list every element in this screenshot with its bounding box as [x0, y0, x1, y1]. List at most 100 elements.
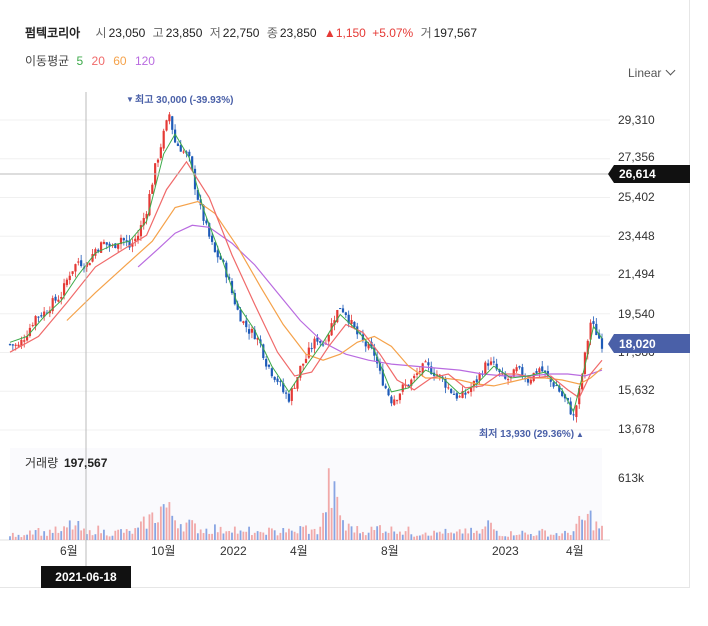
candle-body [77, 261, 80, 263]
volume-bar [495, 530, 498, 540]
volume-label: 거 [420, 26, 432, 40]
volume-bar [188, 519, 191, 540]
volume-bar [236, 533, 239, 540]
candle-body [17, 344, 20, 347]
volume-bar [561, 533, 564, 540]
volume-bar [239, 530, 242, 540]
volume-bar [322, 512, 324, 540]
volume-bar [71, 529, 74, 540]
candle-body [484, 362, 487, 375]
volume-bar [162, 504, 165, 540]
volume-bar [356, 526, 359, 540]
candle-body [88, 262, 91, 266]
volume-bar [552, 534, 555, 540]
candle-body [31, 325, 34, 327]
ma-60-label: 60 [113, 54, 127, 68]
volume-bar [515, 535, 518, 540]
volume-bar [31, 534, 34, 540]
candle-body [14, 344, 17, 346]
volume-bar [262, 532, 265, 540]
volume-bar [325, 512, 327, 540]
candle-body [205, 220, 208, 224]
low-value: 22,750 [222, 26, 260, 40]
volume-bars [9, 468, 603, 540]
candle-body [589, 322, 592, 340]
candle-body [538, 368, 541, 373]
candle-body [97, 249, 100, 252]
candle-body [236, 303, 239, 310]
volume-bar [177, 528, 179, 540]
volume-bar [353, 532, 356, 540]
volume-bar [467, 533, 470, 540]
volume-bar [29, 530, 31, 540]
candle-body [293, 387, 296, 389]
volume-bar [54, 526, 57, 540]
candle-body [159, 147, 162, 159]
close-label: 종 [266, 26, 278, 40]
volume-bar [91, 535, 94, 540]
volume-bar [103, 529, 105, 540]
candle-body [282, 383, 285, 393]
candle-body [216, 250, 219, 258]
volume-bar [282, 528, 285, 540]
candle-body [40, 315, 43, 317]
volume-bar [436, 532, 438, 540]
moving-average-legend[interactable]: 이동평균 5 20 60 120 [25, 52, 160, 69]
candle-body [202, 204, 205, 221]
volume-bar [85, 534, 88, 540]
volume-bar [14, 536, 17, 540]
volume-bar [256, 531, 259, 540]
x-tick-label: 10월 [151, 544, 175, 558]
volume-bar [418, 535, 421, 540]
volume-bar [305, 525, 307, 540]
candle-body [415, 373, 419, 375]
volume-bar [259, 531, 262, 540]
volume-bar [339, 515, 342, 540]
volume-bar [541, 528, 544, 540]
candle-body [208, 223, 211, 237]
volume-bar [242, 531, 245, 540]
candle-body [586, 340, 589, 355]
candle-body [566, 397, 569, 401]
volume-bar [128, 530, 131, 540]
candle-body [495, 363, 498, 370]
low-label: 저 [209, 26, 221, 40]
candle-body [336, 310, 339, 323]
scale-dropdown[interactable]: Linear [628, 65, 676, 80]
candle-body [267, 364, 271, 367]
volume-bar [470, 527, 472, 540]
volume-bar [501, 536, 504, 540]
candle-body [600, 338, 604, 349]
candle-body [455, 393, 458, 399]
y-tick-label: 15,632 [618, 383, 655, 397]
volume-bar [60, 531, 63, 540]
volume-bar [381, 533, 384, 540]
y-tick-label: 23,448 [618, 229, 655, 243]
candle-body [284, 392, 288, 394]
volume-bar [211, 533, 213, 540]
volume-bar [376, 526, 379, 540]
volume-bar [347, 523, 350, 540]
volume-bar [165, 507, 168, 540]
volume-bar [142, 516, 145, 540]
candle-body [279, 381, 282, 383]
candle-body [413, 375, 416, 379]
high-value: 23,850 [165, 26, 203, 40]
volume-bar [11, 532, 14, 540]
volume-bar [159, 506, 162, 540]
candle-body [532, 372, 535, 382]
candle-body [492, 361, 495, 363]
volume-bar [43, 531, 46, 540]
candle-body [136, 235, 140, 241]
volume-bar [285, 532, 287, 540]
candle-body [168, 114, 171, 122]
x-tick-label: 2023 [492, 544, 519, 558]
y-tick-label: 13,678 [618, 422, 655, 436]
candle-body [549, 377, 552, 382]
volume-bar [413, 536, 416, 540]
volume-bar [478, 533, 481, 540]
candle-body [321, 344, 325, 346]
volume-bar [512, 535, 515, 540]
candle-body [347, 314, 350, 324]
